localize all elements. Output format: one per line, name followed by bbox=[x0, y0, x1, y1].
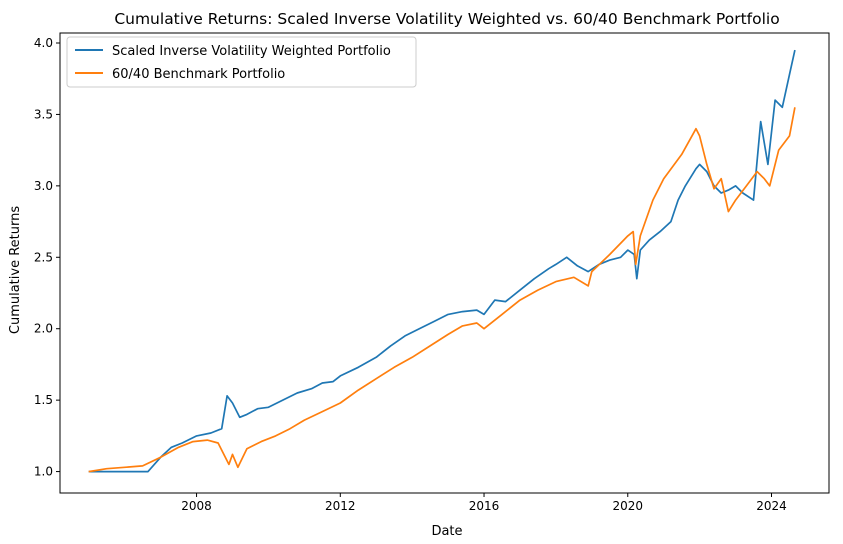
y-tick-label: 3.0 bbox=[34, 179, 53, 193]
axes-frame bbox=[59, 32, 830, 494]
x-tick-label: 2016 bbox=[469, 499, 500, 513]
legend-box bbox=[66, 36, 417, 88]
legend: Scaled Inverse Volatility Weighted Portf… bbox=[66, 36, 417, 88]
plot-area: 2008 2012 2016 2020 2024 1.0 1.5 2.0 2.5 3.0 3.5 4.… bbox=[34, 32, 830, 513]
x-tick-label: 2020 bbox=[612, 499, 643, 513]
y-tick-label: 3.5 bbox=[34, 107, 53, 121]
y-tick-label: 1.0 bbox=[34, 465, 53, 479]
legend-label-inverse-vol: Scaled Inverse Volatility Weighted Portf… bbox=[112, 44, 391, 59]
y-tick-label: 1.5 bbox=[34, 393, 53, 407]
series-line-benchmark bbox=[88, 107, 796, 473]
y-axis-label: Cumulative Returns bbox=[8, 206, 23, 334]
x-axis-label: Date bbox=[431, 524, 462, 539]
x-tick-label: 2012 bbox=[325, 499, 356, 513]
chart-title: Cumulative Returns: Scaled Inverse Volat… bbox=[114, 10, 779, 28]
x-tick-label: 2024 bbox=[756, 499, 787, 513]
y-tick-label: 2.0 bbox=[34, 322, 53, 336]
y-tick-label: 4.0 bbox=[34, 36, 53, 50]
x-tick-label: 2008 bbox=[181, 499, 212, 513]
y-tick-label: 2.5 bbox=[34, 250, 53, 264]
legend-label-benchmark: 60/40 Benchmark Portfolio bbox=[112, 67, 285, 82]
